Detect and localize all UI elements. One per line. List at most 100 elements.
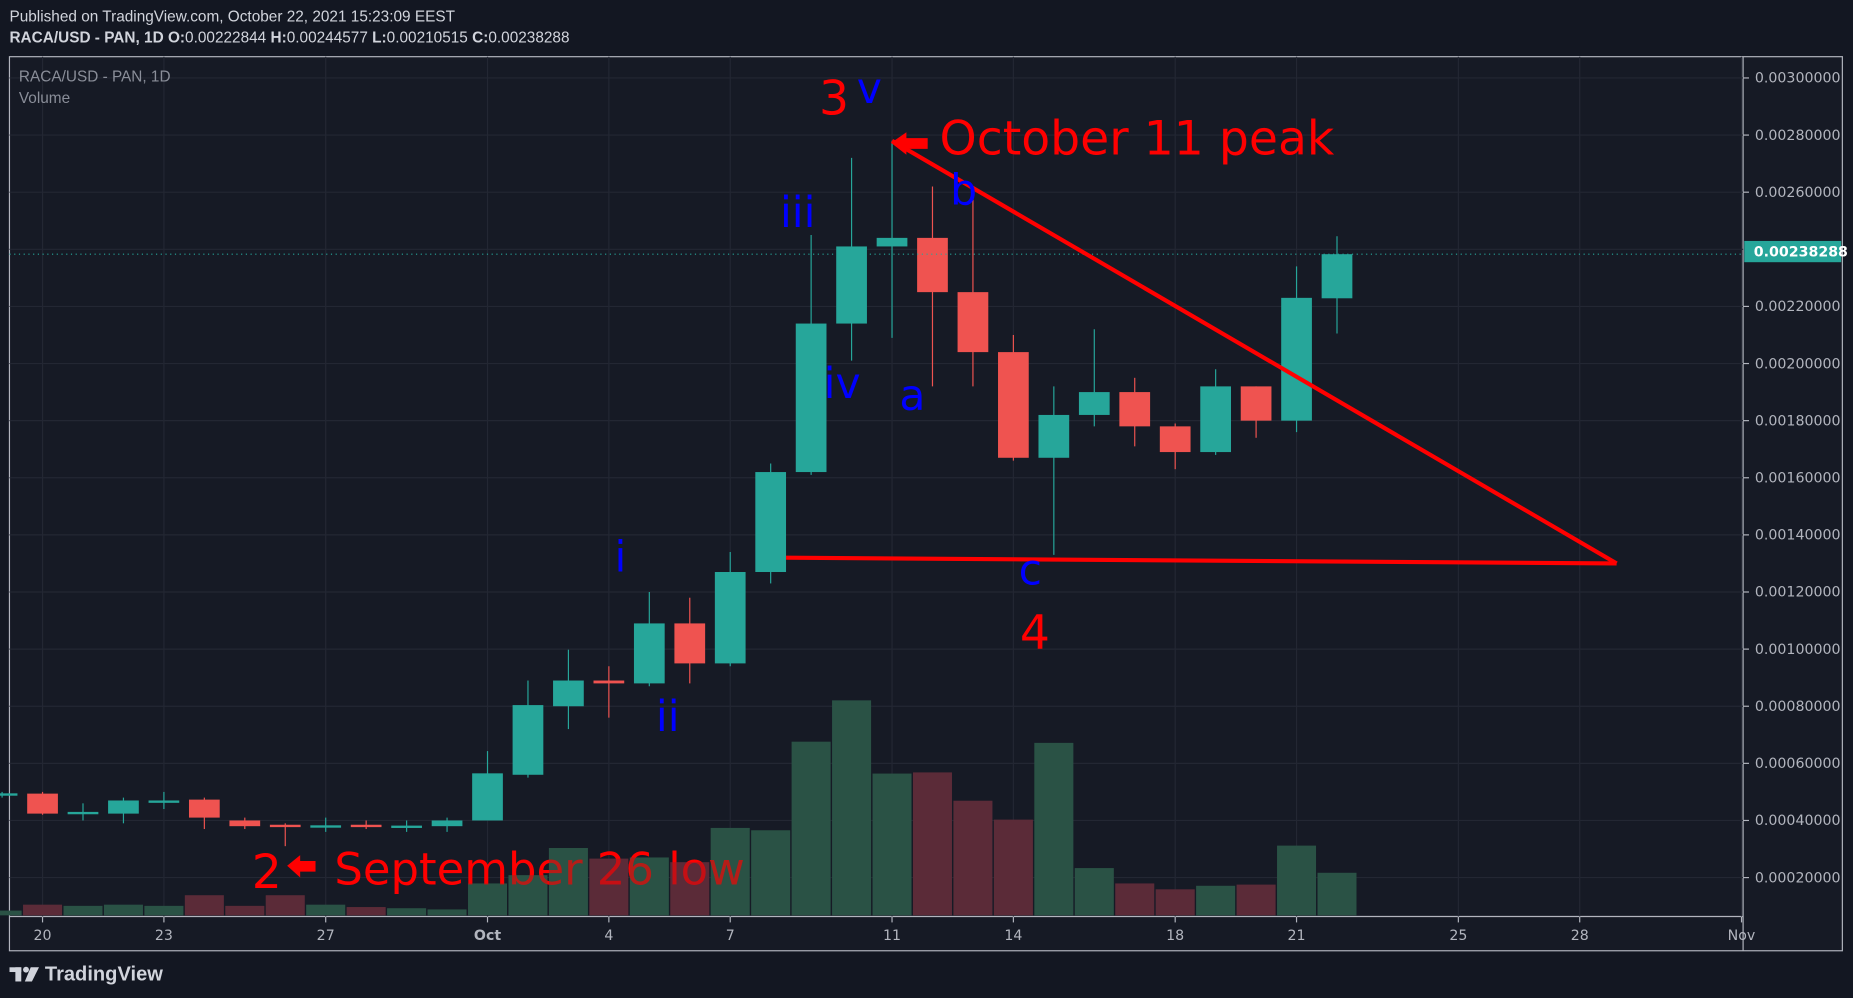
candle[interactable] <box>1159 423 1191 470</box>
volume-bar <box>23 904 63 916</box>
wave-3-label: 3 <box>818 72 850 127</box>
volume-bar-overlay <box>993 819 1033 916</box>
candle[interactable] <box>1240 386 1272 438</box>
candle[interactable] <box>27 791 58 815</box>
volume-bar <box>548 848 588 916</box>
candle[interactable] <box>917 186 948 387</box>
candle[interactable] <box>633 591 665 687</box>
volume-bar-overlay <box>751 830 791 916</box>
wave-i-label: i <box>614 533 627 583</box>
candle[interactable] <box>998 334 1029 461</box>
close-value: 0.00238288 <box>488 28 570 47</box>
volume-bar <box>144 905 184 916</box>
candle-body <box>917 237 948 293</box>
volume-bar <box>103 904 143 916</box>
volume-bar <box>387 908 427 916</box>
candle-body <box>472 773 503 821</box>
candle-body <box>957 292 989 353</box>
tradingview-logo[interactable]: TradingView <box>9 963 163 987</box>
volume-bar <box>306 904 346 916</box>
y-tick-label: 0.00060000 <box>1755 756 1841 772</box>
volume-bar-overlay <box>387 908 427 916</box>
candle[interactable] <box>512 680 544 778</box>
y-tick-label: 0.00260000 <box>1755 185 1841 201</box>
candle[interactable] <box>269 823 301 847</box>
y-tick-label: 0.00300000 <box>1755 71 1841 87</box>
y-tick-label: 0.00200000 <box>1755 356 1841 372</box>
candle[interactable] <box>0 791 18 798</box>
volume-bar-overlay <box>306 904 346 916</box>
candle[interactable] <box>148 791 180 810</box>
candle[interactable] <box>391 820 422 832</box>
trendline[interactable] <box>786 555 1617 566</box>
volume-bar-overlay <box>468 883 508 916</box>
close-label: C: <box>472 28 489 47</box>
volume-bar-overlay <box>63 905 103 916</box>
candle[interactable] <box>188 797 220 830</box>
candle[interactable] <box>1200 369 1232 455</box>
candle[interactable] <box>593 666 625 718</box>
candle-body <box>836 246 867 324</box>
volume-bar-overlay <box>710 827 750 916</box>
candle[interactable] <box>67 803 99 821</box>
candle-body <box>188 799 220 818</box>
candle[interactable] <box>350 820 382 830</box>
candle-body <box>1119 392 1151 427</box>
candle-body <box>876 237 908 247</box>
candle[interactable] <box>755 463 787 584</box>
volume-bar-overlay <box>670 862 710 916</box>
high-value: 0.00244577 <box>286 28 368 47</box>
volume-bar <box>265 895 305 916</box>
x-tick-label: 25 <box>1449 928 1467 944</box>
volume-bar-overlay <box>1236 884 1276 916</box>
wave-c-label: c <box>1018 546 1043 596</box>
volume-bar <box>1074 868 1114 916</box>
y-tick-label: 0.00160000 <box>1755 470 1841 486</box>
volume-bar <box>670 862 710 916</box>
trendline[interactable] <box>890 138 1618 566</box>
candle[interactable] <box>108 797 139 824</box>
candle[interactable] <box>229 817 261 830</box>
volume-bar-overlay <box>1034 742 1074 916</box>
y-tick-label: 0.00140000 <box>1755 528 1841 544</box>
volume-bar-overlay <box>1155 889 1195 916</box>
wave-4-label: 4 <box>1019 605 1050 661</box>
candle-body <box>0 793 18 796</box>
candle-body <box>633 623 665 684</box>
y-tick-label: 0.00180000 <box>1755 413 1841 429</box>
candle[interactable] <box>1321 236 1353 334</box>
candle[interactable] <box>472 751 503 821</box>
last-price-tag: 0.00238288 <box>1744 240 1848 263</box>
volume-bar-overlay <box>346 907 386 916</box>
x-tick-label: 23 <box>155 928 173 944</box>
legend-volume: Volume <box>18 88 71 107</box>
candle-body <box>67 811 99 815</box>
candle[interactable] <box>1038 386 1070 555</box>
candle[interactable] <box>836 157 867 361</box>
candle-body <box>310 825 342 828</box>
volume-bar-overlay <box>1277 845 1317 916</box>
candle[interactable] <box>674 597 706 684</box>
candle-body <box>512 705 544 775</box>
volume-bar-overlay <box>1074 868 1114 916</box>
x-tick-label: 18 <box>1166 928 1184 944</box>
volume-bar-overlay <box>1196 885 1236 916</box>
volume-bar-overlay <box>791 741 831 916</box>
candle[interactable] <box>876 140 908 338</box>
candle[interactable] <box>1119 377 1151 447</box>
candle-body <box>1240 386 1272 421</box>
candle-body <box>998 352 1029 458</box>
candle[interactable] <box>431 817 463 832</box>
candle-body <box>350 824 382 828</box>
candle[interactable] <box>1281 266 1312 433</box>
volume-bar <box>225 905 265 916</box>
candle[interactable] <box>957 189 989 387</box>
x-tick-label: 11 <box>883 928 901 944</box>
candle[interactable] <box>795 235 827 475</box>
candle[interactable] <box>1078 329 1110 427</box>
candle[interactable] <box>553 649 584 730</box>
candle[interactable] <box>310 817 342 832</box>
candle[interactable] <box>714 552 746 667</box>
